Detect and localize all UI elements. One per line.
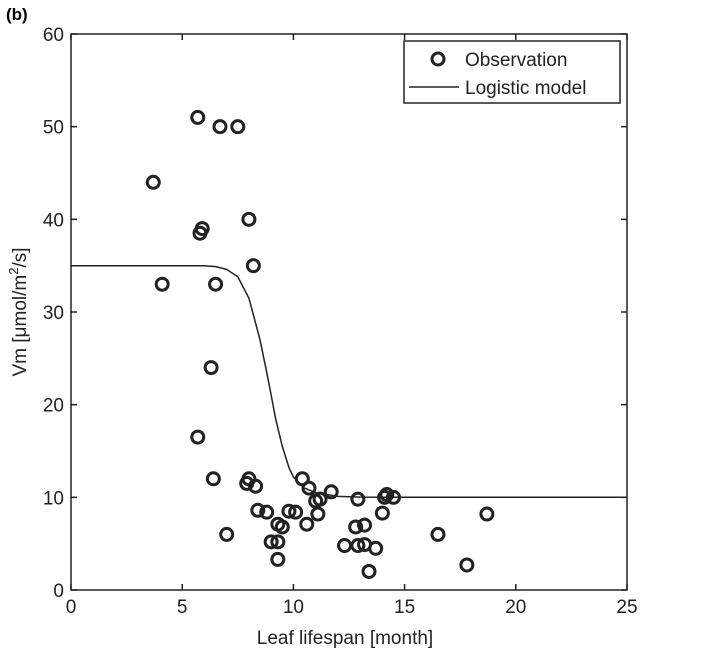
legend-observation-label: Observation — [465, 50, 567, 71]
observation-point — [479, 506, 495, 522]
x-tick-label: 10 — [283, 597, 304, 618]
y-axis: 0 10 20 30 40 50 60 — [43, 25, 627, 602]
y-tick-label: 60 — [43, 25, 64, 46]
observation-point — [288, 504, 304, 520]
observation-point — [323, 484, 339, 500]
observation-point — [270, 534, 286, 550]
observation-point — [219, 526, 235, 542]
observation-point — [245, 258, 261, 274]
y-axis-title-superscript: 2 — [6, 268, 21, 275]
observation-point — [154, 276, 170, 292]
observation-point — [145, 174, 161, 190]
observation-point — [241, 211, 257, 227]
legend-model-label: Logistic model — [465, 78, 586, 99]
observation-point — [208, 276, 224, 292]
observation-point — [350, 538, 366, 554]
observation-point — [385, 489, 401, 505]
y-axis-title-suffix: /s] — [10, 247, 31, 267]
observation-markers — [145, 109, 495, 579]
observation-point — [250, 502, 266, 518]
observation-point — [348, 519, 364, 535]
observation-point — [248, 478, 264, 494]
x-tick-label: 15 — [394, 597, 415, 618]
x-axis: 0 5 10 15 20 25 — [66, 34, 638, 618]
observation-point — [361, 563, 377, 579]
y-tick-label: 30 — [43, 303, 64, 324]
x-tick-label: 5 — [177, 597, 188, 618]
plot-frame — [70, 33, 628, 591]
x-tick-label: 25 — [616, 597, 637, 618]
x-tick-label: 20 — [505, 597, 526, 618]
x-tick-label: 0 — [66, 597, 77, 618]
y-axis-title: Vm [μmol/m2/s] — [6, 247, 31, 376]
observation-point — [357, 517, 373, 533]
observation-point — [190, 429, 206, 445]
observation-point — [263, 534, 279, 550]
observation-point — [194, 221, 210, 237]
observation-point — [430, 526, 446, 542]
observation-point — [374, 505, 390, 521]
observation-point — [274, 519, 290, 535]
observation-point — [310, 506, 326, 522]
y-tick-label: 20 — [43, 396, 64, 417]
observation-point — [203, 360, 219, 376]
observation-point — [230, 119, 246, 135]
y-axis-title-main: Vm [μmol/m — [10, 275, 31, 377]
observation-point — [299, 516, 315, 532]
observation-point — [205, 471, 221, 487]
observation-point — [301, 480, 317, 496]
logistic-model-line — [71, 264, 627, 499]
observation-point — [350, 491, 366, 507]
observation-point — [190, 109, 206, 125]
observation-point — [212, 119, 228, 135]
observation-point — [368, 540, 384, 556]
observation-point — [281, 503, 297, 519]
legend: Observation Logistic model — [403, 40, 621, 104]
y-tick-label: 0 — [53, 581, 64, 602]
x-axis-title: Leaf lifespan [month] — [257, 628, 433, 649]
observation-point — [270, 551, 286, 567]
panel-label: (b) — [6, 5, 28, 24]
legend-box — [403, 40, 621, 104]
observation-point — [259, 504, 275, 520]
observation-point — [459, 557, 475, 573]
y-tick-label: 10 — [43, 488, 64, 509]
y-tick-label: 40 — [43, 210, 64, 231]
y-tick-label: 50 — [43, 118, 64, 139]
observation-point — [337, 538, 353, 554]
legend-observation-marker — [430, 51, 446, 67]
observation-point — [312, 491, 328, 507]
